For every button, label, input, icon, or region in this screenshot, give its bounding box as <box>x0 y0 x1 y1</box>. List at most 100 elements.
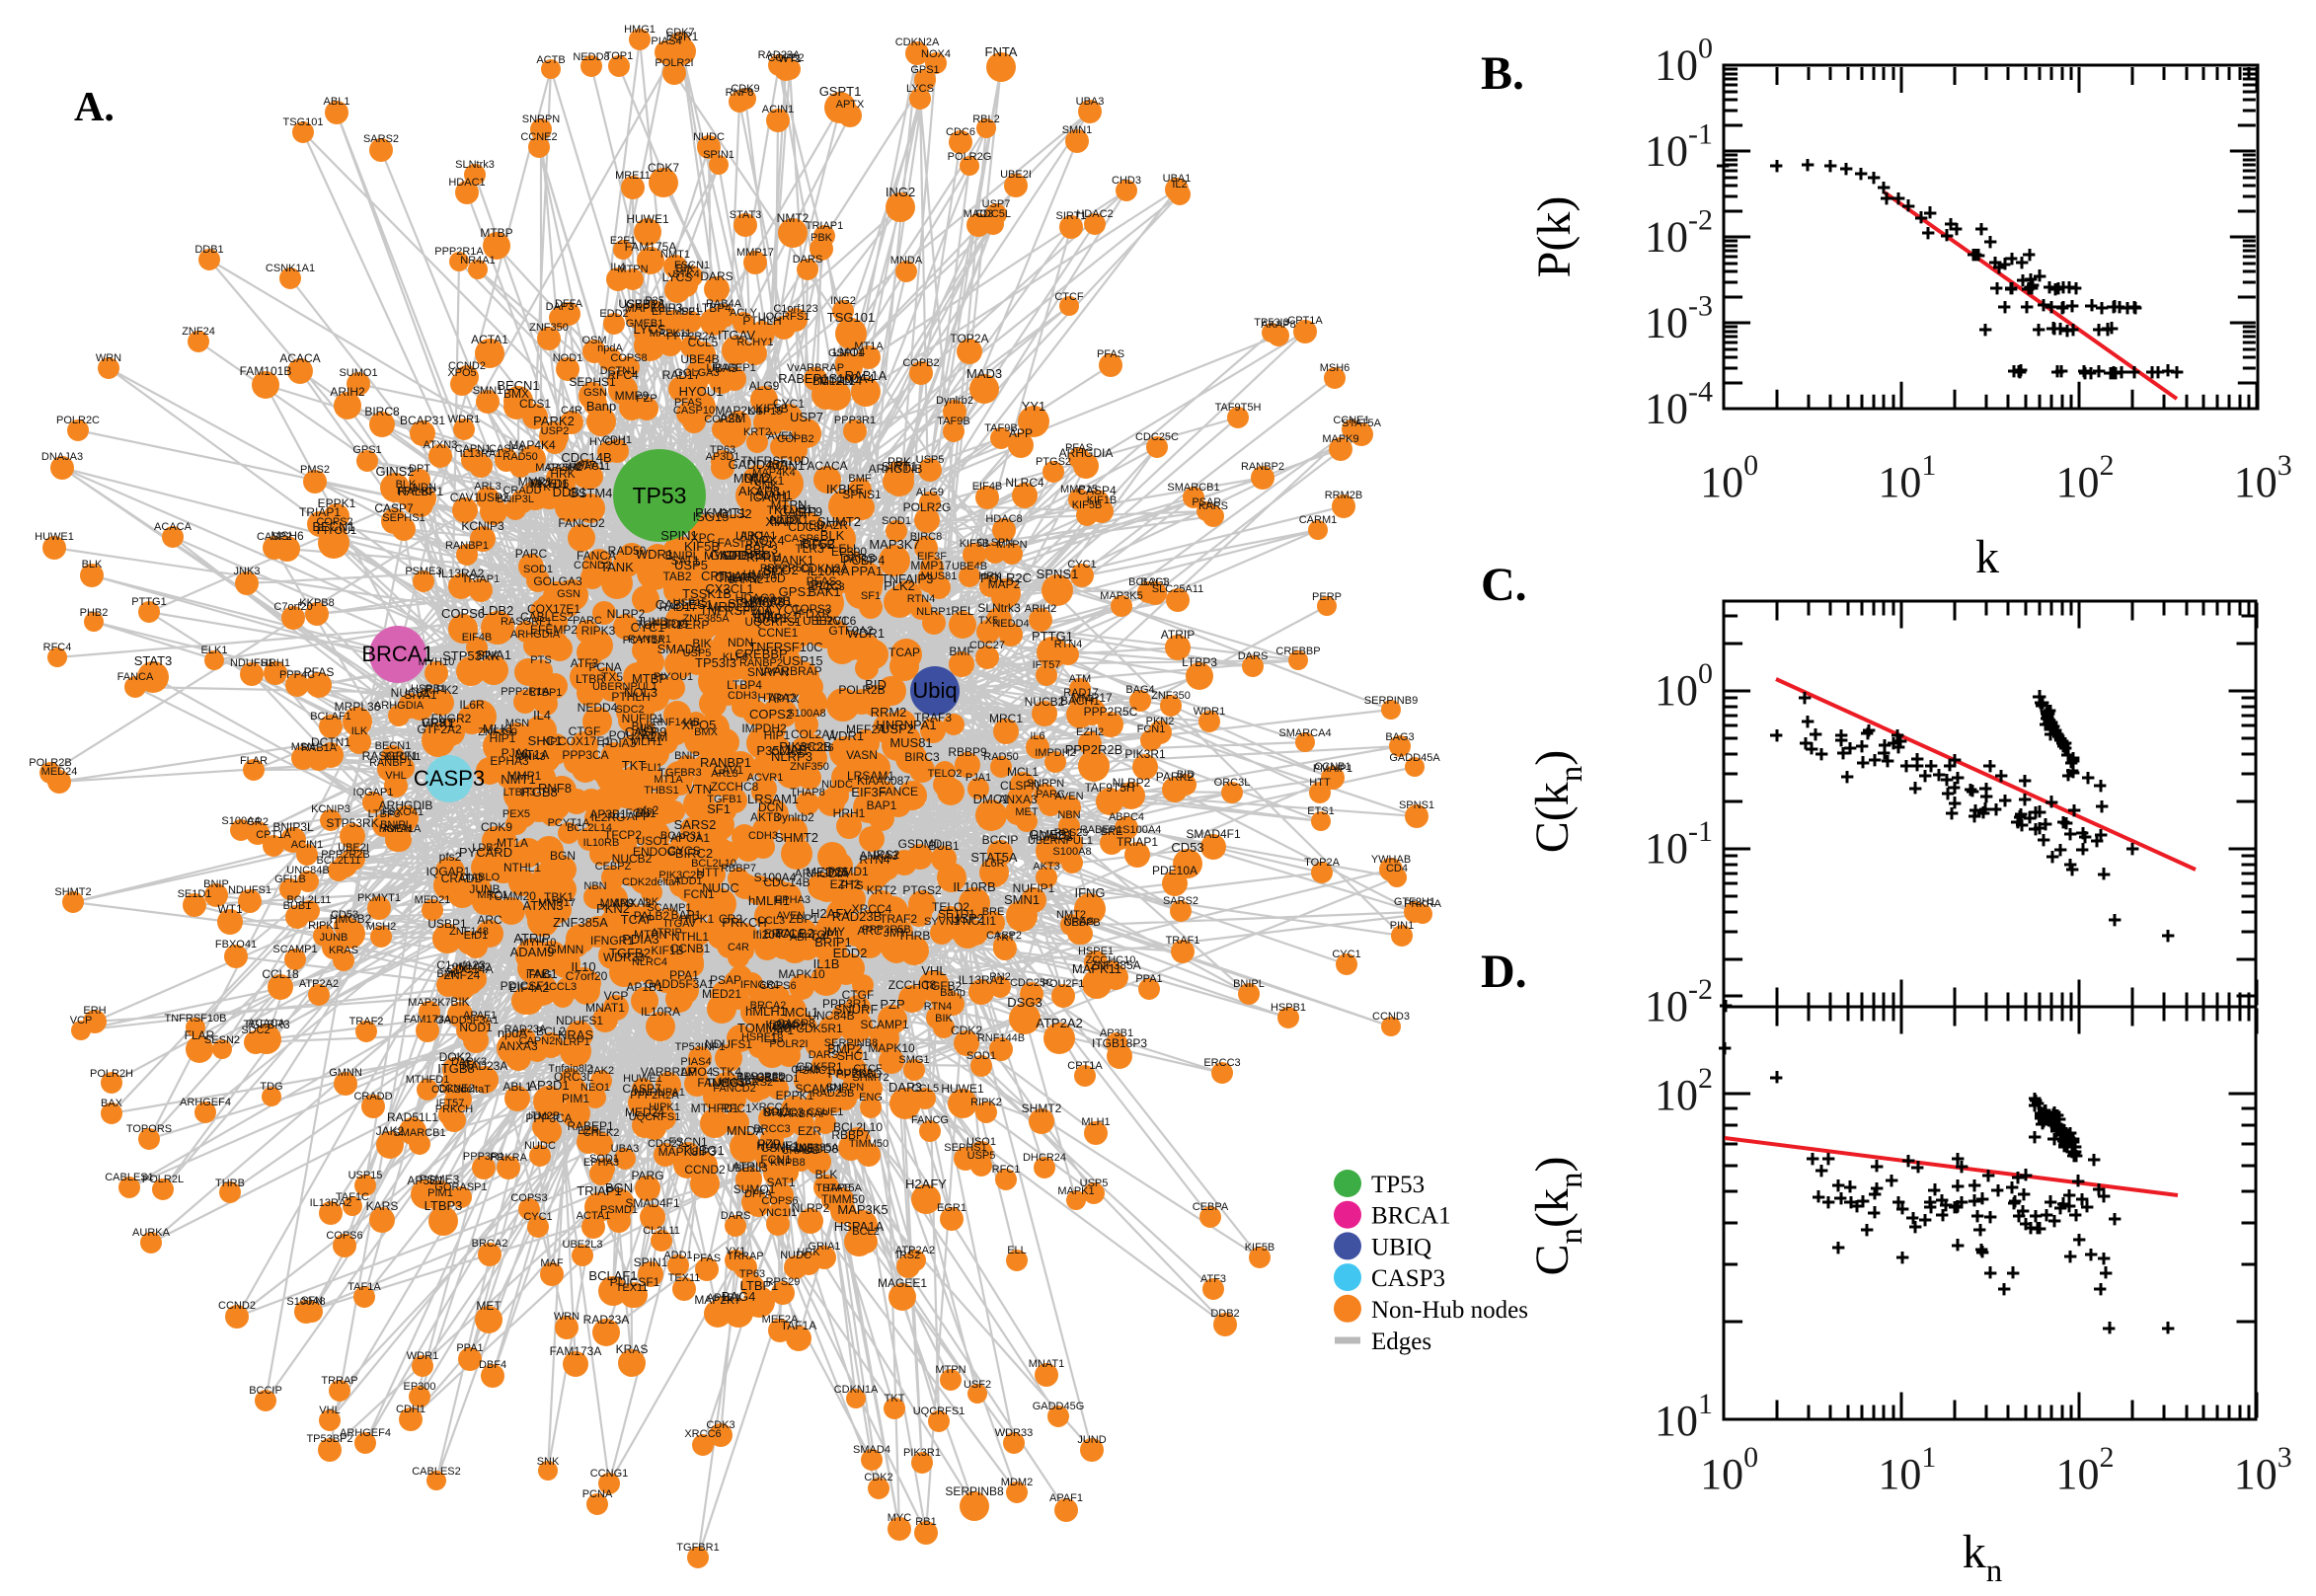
svg-text:GFI1B: GFI1B <box>274 874 306 885</box>
svg-text:k: k <box>1975 531 1999 583</box>
svg-text:ACTA1: ACTA1 <box>471 333 508 346</box>
svg-text:SHC1: SHC1 <box>528 733 563 748</box>
svg-text:TAF1C: TAF1C <box>336 1191 369 1203</box>
svg-text:APTX: APTX <box>836 99 865 111</box>
svg-text:ORC3L: ORC3L <box>1214 777 1251 789</box>
svg-text:LRSAM1: LRSAM1 <box>847 769 894 783</box>
svg-text:PERP: PERP <box>1312 591 1342 603</box>
svg-text:GSTM4: GSTM4 <box>569 486 613 500</box>
svg-text:DNAJA3: DNAJA3 <box>41 451 83 463</box>
svg-text:USBP1: USBP1 <box>427 917 467 931</box>
svg-text:ADD1: ADD1 <box>663 1250 692 1261</box>
svg-text:Banp: Banp <box>586 399 616 414</box>
svg-text:MAP4K4: MAP4K4 <box>508 438 556 452</box>
svg-text:BRCC3: BRCC3 <box>764 1105 805 1119</box>
svg-text:ACACA: ACACA <box>279 351 320 365</box>
svg-text:LTBP1: LTBP1 <box>530 687 563 699</box>
svg-text:UBA3: UBA3 <box>611 1143 640 1155</box>
svg-text:BCL2L1: BCL2L1 <box>1128 576 1168 588</box>
svg-text:DBF4: DBF4 <box>479 1359 506 1371</box>
svg-text:DDB2: DDB2 <box>1210 1308 1239 1320</box>
svg-text:PIK3R1: PIK3R1 <box>903 1447 941 1459</box>
svg-text:AP1B1: AP1B1 <box>626 980 663 994</box>
svg-text:COPS6: COPS6 <box>326 1230 362 1242</box>
svg-text:YWHAB: YWHAB <box>1371 854 1411 866</box>
svg-text:TKT: TKT <box>622 758 647 773</box>
svg-text:ATP2A2: ATP2A2 <box>895 1245 935 1256</box>
svg-text:CPT1A: CPT1A <box>1287 315 1323 327</box>
svg-text:EPPK1: EPPK1 <box>776 1089 814 1102</box>
svg-text:BRCA1: BRCA1 <box>361 642 433 666</box>
svg-text:CYC1: CYC1 <box>1332 949 1360 960</box>
svg-text:NLRP1: NLRP1 <box>916 606 951 618</box>
svg-text:GMNN: GMNN <box>329 1067 362 1079</box>
svg-text:SARS2: SARS2 <box>1163 895 1198 907</box>
svg-text:JMY: JMY <box>884 926 907 940</box>
svg-text:MED25: MED25 <box>806 865 848 879</box>
svg-text:PKN2: PKN2 <box>596 901 630 916</box>
svg-text:MAP3K5: MAP3K5 <box>837 1202 888 1217</box>
svg-text:ZCCHC8: ZCCHC8 <box>888 978 937 992</box>
svg-text:hMLH1: hMLH1 <box>745 1004 787 1019</box>
svg-text:CFLAR: CFLAR <box>715 570 757 584</box>
svg-text:PTGS2: PTGS2 <box>902 883 942 897</box>
svg-text:RANBP2: RANBP2 <box>1241 461 1284 473</box>
svg-text:WDR1: WDR1 <box>636 547 673 562</box>
svg-text:PCYT1A: PCYT1A <box>548 817 590 829</box>
svg-text:RFC1: RFC1 <box>721 1102 752 1115</box>
svg-text:NUDC: NUDC <box>702 880 739 895</box>
svg-text:GINS2: GINS2 <box>375 464 414 479</box>
svg-text:USP15: USP15 <box>782 653 822 668</box>
svg-text:ARIH2: ARIH2 <box>1025 603 1056 615</box>
svg-text:ATP2A2: ATP2A2 <box>299 978 339 990</box>
svg-text:SMARCB1: SMARCB1 <box>1167 482 1219 494</box>
svg-text:LTBP3: LTBP3 <box>1182 655 1217 669</box>
svg-text:COPS3: COPS3 <box>510 1192 547 1204</box>
svg-text:KCNIP3: KCNIP3 <box>311 803 350 815</box>
svg-text:EID1: EID1 <box>464 930 488 942</box>
svg-text:PARK2: PARK2 <box>1156 770 1195 784</box>
svg-text:NEDD4: NEDD4 <box>992 618 1029 630</box>
svg-text:CCNG1: CCNG1 <box>590 1468 629 1480</box>
svg-text:TAB1: TAB1 <box>526 966 558 981</box>
svg-text:ATM: ATM <box>1069 673 1091 685</box>
svg-text:DAP3: DAP3 <box>546 301 575 313</box>
svg-text:TAF1A: TAF1A <box>347 1281 381 1293</box>
svg-text:BMP2: BMP2 <box>827 1041 862 1056</box>
svg-text:NOD1: NOD1 <box>459 1021 493 1034</box>
svg-text:NTHL1: NTHL1 <box>503 861 541 874</box>
svg-text:RRM2: RRM2 <box>871 705 907 720</box>
svg-text:TP53I3: TP53I3 <box>695 655 736 670</box>
svg-text:PBK: PBK <box>811 232 833 244</box>
svg-text:PPP3CA: PPP3CA <box>525 1111 572 1125</box>
svg-text:PTTG1: PTTG1 <box>1032 629 1073 644</box>
svg-text:CDK2: CDK2 <box>951 1024 982 1037</box>
svg-text:PERP: PERP <box>677 618 710 632</box>
svg-text:FAM173A: FAM173A <box>550 1344 602 1358</box>
svg-text:USF2: USF2 <box>964 1379 991 1391</box>
svg-text:UBE2I: UBE2I <box>1000 169 1032 181</box>
svg-text:NBN: NBN <box>1057 809 1080 821</box>
svg-text:PIK3R1: PIK3R1 <box>1124 747 1166 761</box>
svg-text:CDKN2A: CDKN2A <box>895 37 940 48</box>
svg-text:SPIN1: SPIN1 <box>660 528 698 543</box>
svg-text:Edges: Edges <box>1371 1329 1431 1355</box>
svg-text:RNF144B: RNF144B <box>977 1032 1025 1044</box>
svg-text:BGN: BGN <box>550 849 576 863</box>
svg-text:FNTA: FNTA <box>985 44 1018 59</box>
svg-text:TOP2A: TOP2A <box>950 332 988 345</box>
svg-text:BNIPL: BNIPL <box>1233 978 1265 990</box>
svg-text:NLRC4: NLRC4 <box>1005 476 1044 490</box>
svg-text:NUDC: NUDC <box>693 131 725 143</box>
svg-text:VHL: VHL <box>921 963 946 978</box>
svg-text:A2M: A2M <box>720 411 746 425</box>
svg-text:RFC4: RFC4 <box>607 368 639 382</box>
svg-text:CYC1: CYC1 <box>631 620 665 635</box>
svg-text:CDK9: CDK9 <box>481 820 512 834</box>
svg-text:CDKN1A: CDKN1A <box>834 1384 879 1396</box>
svg-text:NDUFS1: NDUFS1 <box>230 657 273 669</box>
svg-text:ABL1: ABL1 <box>324 96 350 108</box>
svg-text:EZH2: EZH2 <box>830 877 861 891</box>
svg-text:USO1: USO1 <box>966 1136 996 1148</box>
svg-text:CCL18: CCL18 <box>262 967 299 981</box>
